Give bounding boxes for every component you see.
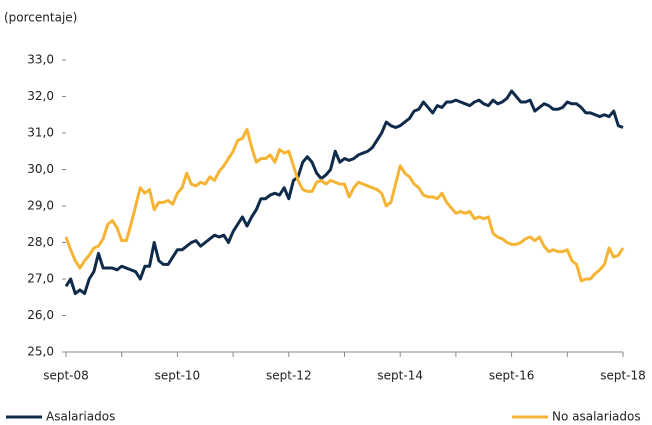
- y-tick-label: 31,0: [27, 126, 54, 140]
- x-tick-label: sept-10: [155, 369, 201, 383]
- series-line: [64, 89, 624, 296]
- y-tick-label: 30,0: [27, 162, 54, 176]
- x-tick-label: sept-14: [377, 369, 423, 383]
- x-tick-label: sept-16: [489, 369, 535, 383]
- y-tick-label: 28,0: [27, 235, 54, 249]
- y-tick-label: 27,0: [27, 272, 54, 286]
- y-axis-label: (porcentaje): [4, 11, 77, 25]
- series-line: [64, 127, 625, 283]
- y-tick-label: 33,0: [27, 53, 54, 67]
- y-tick-label: 32,0: [27, 89, 54, 103]
- x-tick-label: sept-12: [266, 369, 312, 383]
- legend-label: Asalariados: [46, 410, 115, 424]
- y-tick-label: 29,0: [27, 199, 54, 213]
- x-tick-label: sept-08: [43, 369, 89, 383]
- x-tick-label: sept-18: [600, 369, 646, 383]
- y-tick-label: 26,0: [27, 308, 54, 322]
- legend-label: No asalariados: [552, 410, 641, 424]
- y-tick-label: 25,0: [27, 345, 54, 359]
